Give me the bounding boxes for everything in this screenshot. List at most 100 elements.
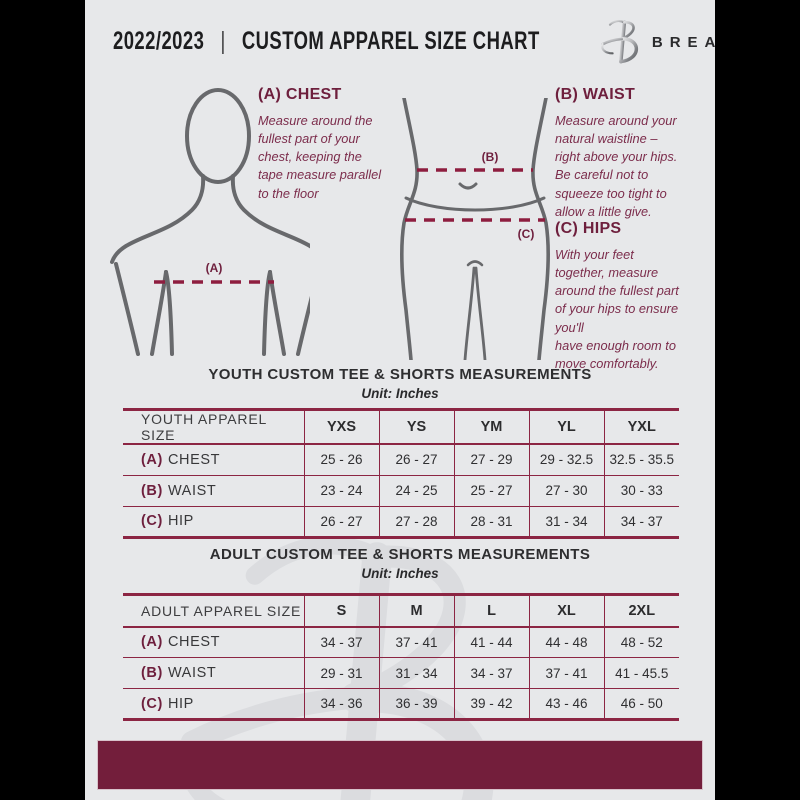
page-title: 2022/2023 | CUSTOM APPAREL SIZE CHART [113,28,540,56]
row-label: (B) WAIST [123,658,304,689]
row-marker: (C) [141,513,163,529]
chest-description: Measure around the fullest part of your … [258,113,382,201]
column-header: ADULT APPAREL SIZE [141,602,302,619]
row-label-text: CHEST [167,451,221,468]
waist-heading: (B) WAIST [555,86,636,103]
figure-left-leg-inner [463,266,476,360]
table-cell: 39 - 42 [453,688,529,720]
row-label-text: CHEST [167,634,221,651]
table-cell: 29 - 31 [303,657,379,689]
table-cell: 46 - 50 [603,688,679,720]
table-cell: 27 - 29 [453,444,529,475]
hips-instructions: (C) HIPS With your feet together, measur… [555,220,713,373]
row-marker: (A) [141,634,163,651]
table-cell: 41 - 44 [453,626,529,658]
figure-crotch [466,260,484,267]
figure-right-shoulder [230,174,310,249]
table-cell: 37 - 41 [378,626,454,658]
table-cell: 37 - 41 [528,657,604,689]
waist-marker-label: (B) [482,150,499,164]
column-header: M [378,594,454,627]
table-cell: 28 - 31 [453,506,529,537]
figure-left-side [400,98,419,360]
chest-marker-label: (A) [206,261,223,275]
table-row: (A) CHEST 34 - 37 37 - 41 41 - 44 44 - 48… [123,626,679,658]
brand-name: BREAKAWAY [651,33,715,51]
column-header: YS [378,409,454,444]
row-label: (A) CHEST [123,627,304,658]
table-cell: 24 - 25 [378,475,454,506]
youth-size-table: YOUTH APPAREL SIZE YXS YS YM YL YXL (A) C… [123,408,679,539]
brand-block: BREAKAWAY [598,18,715,66]
table-row: (A) CHEST 25 - 26 26 - 27 27 - 29 29 - 32… [123,444,679,475]
table-row: (C) HIP 26 - 27 27 - 28 28 - 31 31 - 34 3… [123,506,679,537]
title-separator: | [220,27,226,55]
column-header: YXS [303,409,379,444]
figure-navel [458,182,478,190]
table-cell: 25 - 27 [453,475,529,506]
row-marker: (B) [141,482,163,499]
table-cell: 27 - 28 [378,506,454,537]
table-cell: 30 - 33 [603,475,679,506]
waist-description: Measure around your natural waistline – … [555,113,678,219]
hips-marker-label: (C) [518,227,535,241]
adult-table-title: ADULT CUSTOM TEE & SHORTS MEASUREMENTS [209,546,591,563]
column-header: S [303,594,379,627]
adult-table-unit: Unit: Inches [361,566,439,581]
table-cell: 34 - 37 [303,626,379,658]
table-cell: 34 - 37 [603,506,679,537]
youth-table-title: YOUTH CUSTOM TEE & SHORTS MEASUREMENTS [208,366,592,383]
figure-right-arm-outer [296,295,310,356]
column-header: YOUTH APPAREL SIZE [141,411,267,443]
column-header: 2XL [603,594,679,627]
row-marker: (C) [141,695,163,712]
table-row: (C) HIP 34 - 36 36 - 39 39 - 42 43 - 46 4… [123,688,679,720]
figure-left-torso-side [164,270,174,356]
youth-header-row: YOUTH APPAREL SIZE YXS YS YM YL YXL [123,409,679,444]
breakaway-logo-icon [598,18,642,66]
table-cell: 31 - 34 [528,506,604,537]
row-label-text: WAIST [167,665,217,681]
figure-left-arm-outer [114,262,140,356]
row-label: (C) HIP [123,689,304,720]
youth-table-unit: Unit: Inches [361,386,439,401]
row-label-text: HIP [167,695,194,712]
row-label-text: WAIST [167,482,217,499]
hips-description: With your feet together, measure around … [555,247,679,371]
figure-left-arm-inner [150,270,168,356]
table-cell: 48 - 52 [603,626,679,658]
row-marker: (B) [141,665,163,681]
table-cell: 26 - 27 [378,444,454,475]
table-cell: 25 - 26 [303,444,379,475]
table-cell: 41 - 45.5 [603,657,679,689]
column-header: L [453,594,529,627]
lower-body-figure: (B) (C) [400,98,550,360]
table-cell: 27 - 30 [528,475,604,506]
row-label-text: HIP [167,513,194,529]
table-cell: 26 - 27 [303,506,379,537]
chart-title: CUSTOM APPAREL SIZE CHART [241,27,540,55]
figure-right-arm-inner [268,270,286,356]
page-header: 2022/2023 | CUSTOM APPAREL SIZE CHART BR… [113,18,715,66]
size-chart-page: 2022/2023 | CUSTOM APPAREL SIZE CHART BR… [85,0,715,800]
upper-body-figure: (A) [110,88,310,356]
table-cell: 32.5 - 35.5 [603,444,679,475]
table-cell: 23 - 24 [303,475,379,506]
figure-left-shoulder [110,174,206,264]
column-header: YXL [603,409,679,444]
waist-instructions: (B) WAIST Measure around your natural wa… [555,86,705,221]
column-header: YM [453,409,529,444]
table-cell: 34 - 37 [453,657,529,689]
figure-right-leg-inner [474,266,487,360]
table-cell: 44 - 48 [528,626,604,658]
figure-right-side [531,98,550,360]
chest-instructions: (A) CHEST Measure around the fullest par… [258,86,418,203]
row-label: (A) CHEST [123,444,304,475]
hips-heading: (C) HIPS [555,220,622,237]
table-cell: 29 - 32.5 [528,444,604,475]
adult-header-row: ADULT APPAREL SIZE S M L XL 2XL [123,594,679,627]
table-cell: 36 - 39 [378,688,454,720]
season-label: 2022/2023 [113,27,205,55]
table-row: (B) WAIST 29 - 31 31 - 34 34 - 37 37 - 41… [123,657,679,689]
